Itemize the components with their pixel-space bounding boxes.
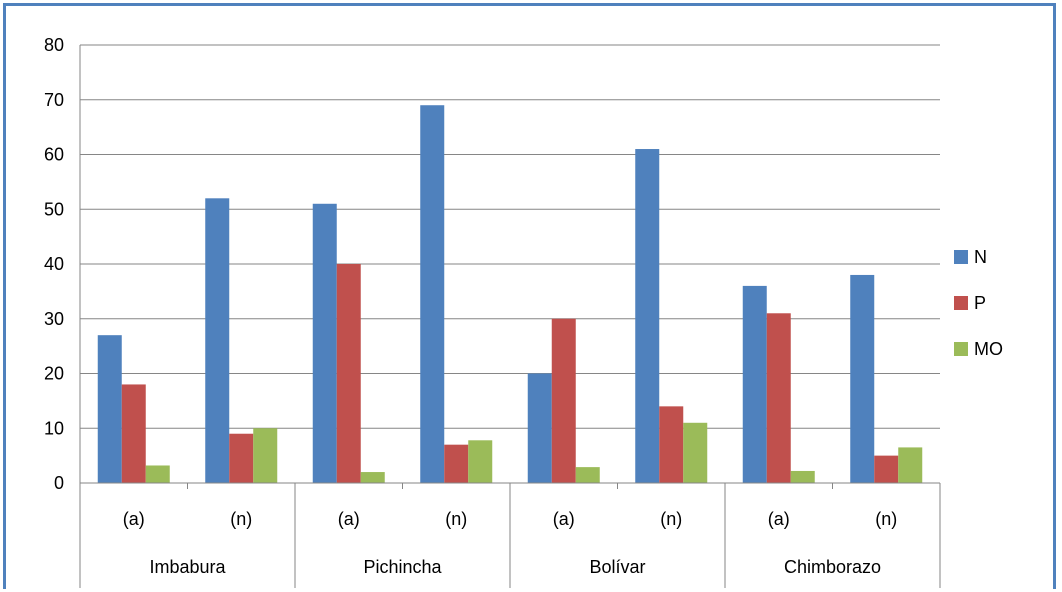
x-tick-label: (n) <box>230 509 252 529</box>
y-tick-label: 10 <box>44 418 64 438</box>
bar-mo <box>575 467 600 483</box>
bar-mo <box>145 465 170 483</box>
x-tick-label: (n) <box>660 509 682 529</box>
bar-p <box>121 384 146 483</box>
legend-label: N <box>974 247 987 267</box>
legend-label: MO <box>974 339 1003 359</box>
y-tick-label: 60 <box>44 145 64 165</box>
legend-swatch-p <box>954 296 968 310</box>
legend-label: P <box>974 293 986 313</box>
y-tick-label: 0 <box>54 473 64 493</box>
x-tick-label: (a) <box>338 509 360 529</box>
group-label: Pichincha <box>363 557 442 577</box>
y-tick-label: 40 <box>44 254 64 274</box>
bar-n <box>205 198 230 484</box>
bar-n <box>742 285 767 483</box>
bar-n <box>420 105 445 483</box>
x-tick-label: (a) <box>553 509 575 529</box>
bar-p <box>336 264 361 483</box>
group-label: Imbabura <box>149 557 226 577</box>
bar-p <box>551 318 576 483</box>
y-tick-label: 30 <box>44 309 64 329</box>
bar-p <box>874 455 899 483</box>
bar-mo <box>468 440 493 483</box>
y-tick-label: 20 <box>44 364 64 384</box>
bar-p <box>659 406 684 483</box>
legend-swatch-n <box>954 250 968 264</box>
bar-mo <box>360 472 385 483</box>
bar-p <box>444 444 469 483</box>
group-label: Bolívar <box>589 557 645 577</box>
y-tick-label: 50 <box>44 199 64 219</box>
bar-n <box>527 373 552 483</box>
y-tick-label: 80 <box>44 35 64 55</box>
bar-mo <box>253 428 278 483</box>
legend-swatch-mo <box>954 342 968 356</box>
x-tick-label: (a) <box>768 509 790 529</box>
x-tick-label: (n) <box>445 509 467 529</box>
bar-n <box>850 274 875 483</box>
bar-p <box>229 433 254 483</box>
group-label: Chimborazo <box>784 557 881 577</box>
y-tick-label: 70 <box>44 90 64 110</box>
x-tick-label: (a) <box>123 509 145 529</box>
x-tick-label: (n) <box>875 509 897 529</box>
bar-mo <box>790 470 815 483</box>
bar-n <box>97 335 122 483</box>
bar-mo <box>898 447 923 483</box>
bar-n <box>635 149 660 483</box>
bar-n <box>312 203 337 483</box>
bar-p <box>766 313 791 483</box>
bar-mo <box>683 422 708 483</box>
chart-frame <box>3 3 1056 589</box>
